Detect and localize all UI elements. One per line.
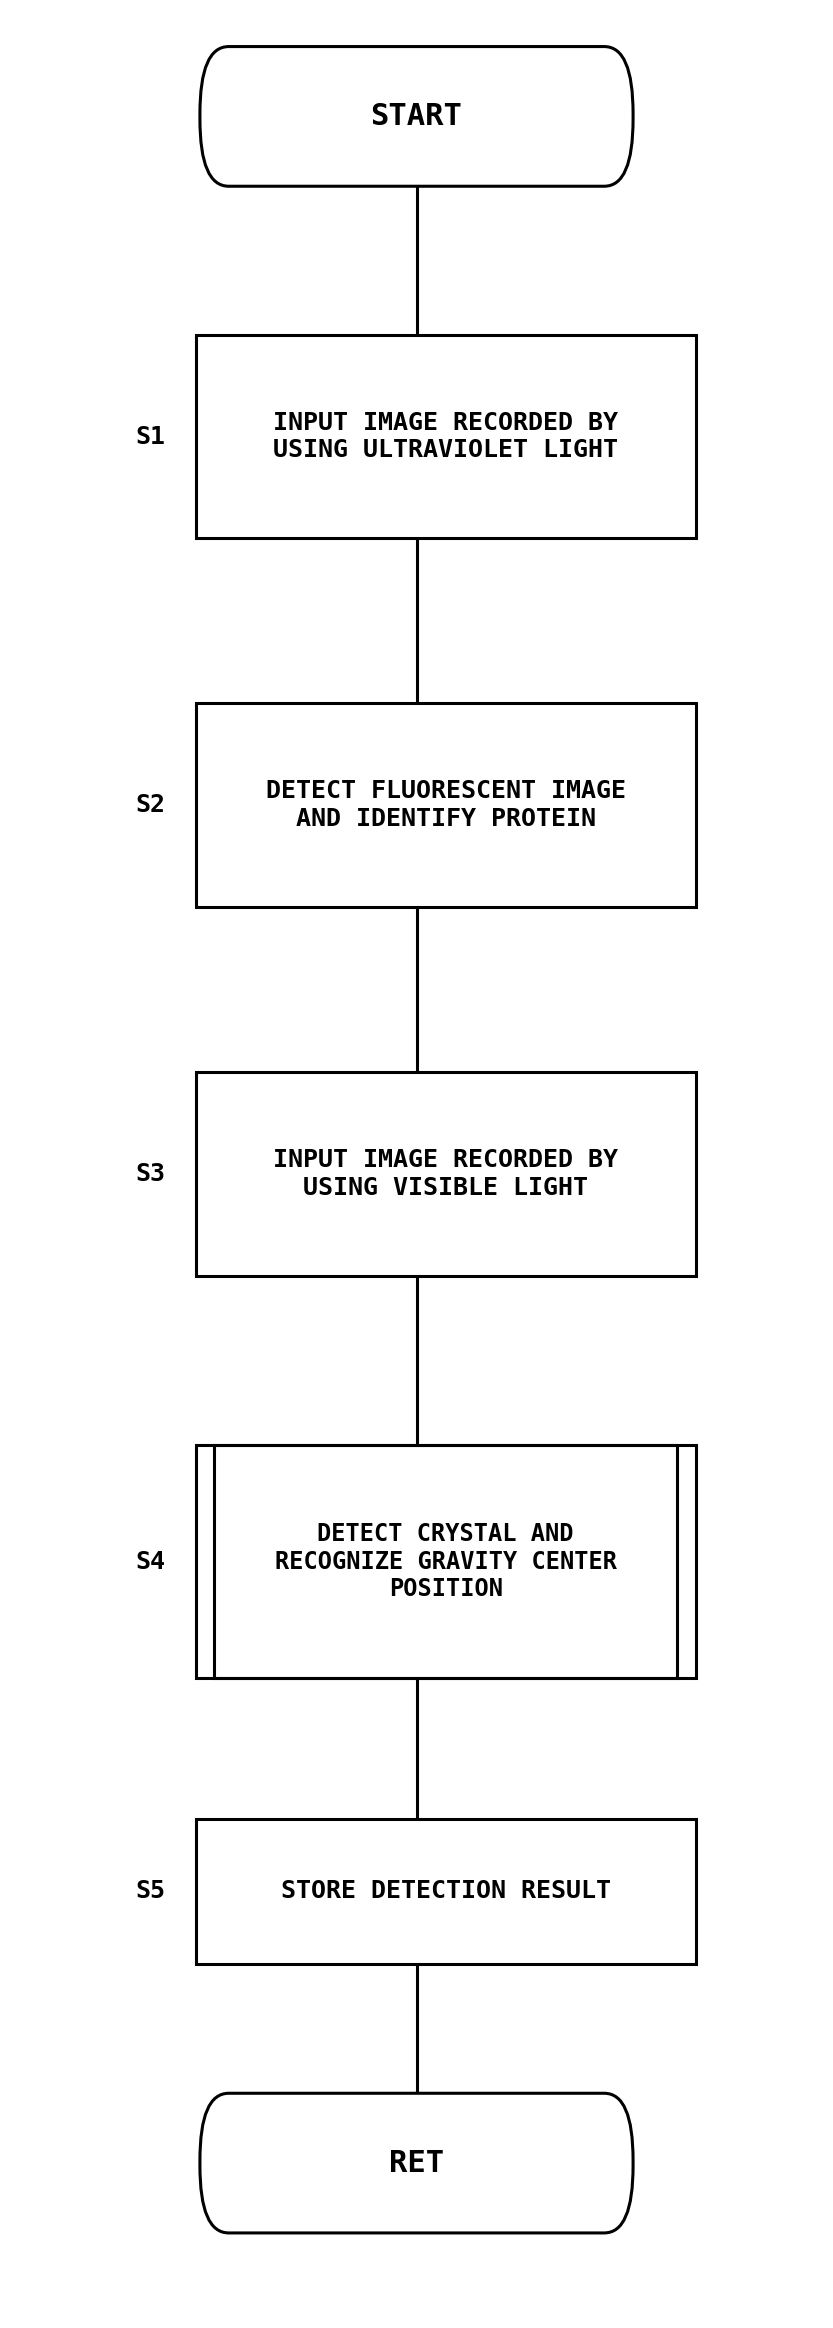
- Bar: [214, 1446, 677, 1678]
- Text: INPUT IMAGE RECORDED BY
USING ULTRAVIOLET LIGHT: INPUT IMAGE RECORDED BY USING ULTRAVIOLE…: [273, 410, 618, 463]
- Text: DETECT FLUORESCENT IMAGE
AND IDENTIFY PROTEIN: DETECT FLUORESCENT IMAGE AND IDENTIFY PR…: [266, 780, 626, 831]
- Bar: [196, 1818, 696, 1965]
- Text: S5: S5: [135, 1879, 165, 1904]
- Text: S1: S1: [135, 424, 165, 449]
- Text: START: START: [371, 102, 462, 130]
- Bar: [196, 335, 696, 538]
- Bar: [196, 703, 696, 908]
- FancyBboxPatch shape: [200, 47, 633, 186]
- Text: S2: S2: [135, 794, 165, 817]
- Text: RET: RET: [389, 2149, 444, 2177]
- Bar: [196, 1446, 696, 1678]
- Text: DETECT CRYSTAL AND
RECOGNIZE GRAVITY CENTER
POSITION: DETECT CRYSTAL AND RECOGNIZE GRAVITY CEN…: [275, 1523, 616, 1602]
- Text: STORE DETECTION RESULT: STORE DETECTION RESULT: [281, 1879, 611, 1904]
- FancyBboxPatch shape: [200, 2093, 633, 2233]
- Text: S3: S3: [135, 1162, 165, 1185]
- Text: S4: S4: [135, 1550, 165, 1574]
- Bar: [196, 1071, 696, 1276]
- Text: INPUT IMAGE RECORDED BY
USING VISIBLE LIGHT: INPUT IMAGE RECORDED BY USING VISIBLE LI…: [273, 1148, 618, 1199]
